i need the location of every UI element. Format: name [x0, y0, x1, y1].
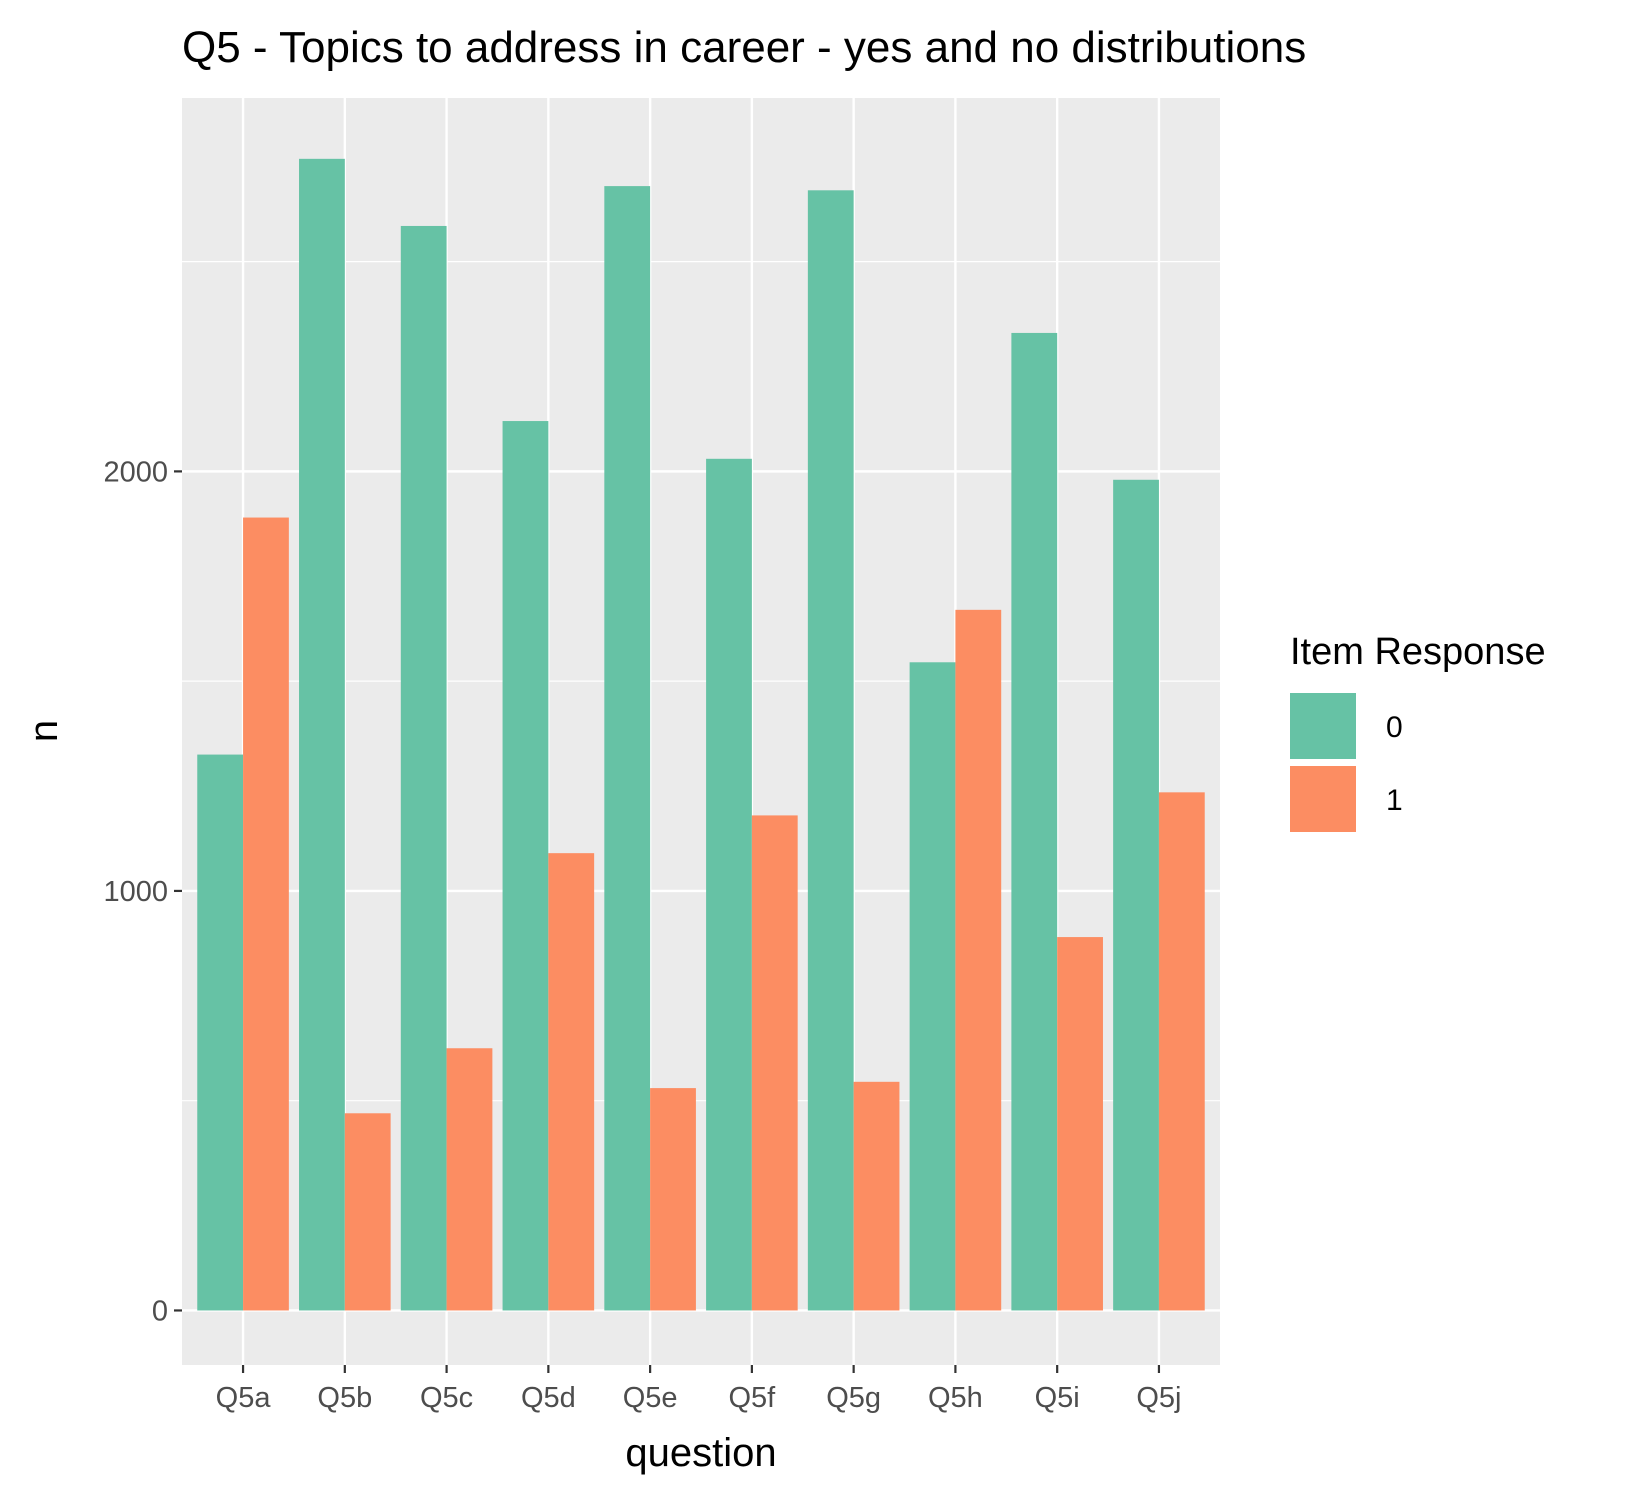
legend-key: [1290, 693, 1356, 759]
x-axis: Q5a Q5b Q5c Q5d Q5e Q5f Q5g Q5h Q5i Q5j: [216, 1365, 1182, 1414]
legend: Item Response 01: [1290, 631, 1546, 832]
x-tick-label: Q5i: [1035, 1382, 1080, 1414]
x-tick-label: Q5a: [216, 1382, 272, 1414]
legend-title: Item Response: [1290, 631, 1546, 673]
bar: [1158, 792, 1205, 1311]
bar: [299, 158, 345, 1311]
x-tick-label: Q5e: [623, 1382, 678, 1414]
x-tick-label: Q5b: [317, 1382, 372, 1414]
bar: [446, 1048, 493, 1311]
bar: [1113, 479, 1159, 1311]
bar: [604, 186, 651, 1311]
bar: [344, 1113, 391, 1311]
bars: [197, 158, 1205, 1311]
y-tick-label: 1000: [103, 876, 168, 908]
bar: [1011, 332, 1058, 1311]
bar: [955, 609, 1002, 1311]
y-axis: 0 1000 2000: [103, 456, 182, 1327]
bar: [502, 421, 549, 1311]
y-tick-label: 2000: [103, 456, 168, 488]
x-tick-label: Q5j: [1136, 1382, 1181, 1414]
bar: [197, 754, 244, 1311]
bar: [548, 853, 595, 1311]
legend-label: 1: [1386, 784, 1403, 817]
bar: [909, 662, 956, 1311]
x-tick-label: Q5d: [521, 1382, 576, 1414]
y-axis-title: n: [22, 720, 66, 742]
bar: [1057, 937, 1103, 1311]
x-axis-title: question: [625, 1431, 776, 1475]
x-tick-label: Q5f: [729, 1382, 777, 1414]
bar: [650, 1088, 696, 1311]
bar: [807, 190, 854, 1311]
bar: [400, 225, 447, 1311]
legend-key: [1290, 766, 1356, 832]
y-tick-label: 0: [152, 1295, 168, 1327]
bar: [243, 517, 289, 1311]
bar: [706, 458, 752, 1311]
x-tick-label: Q5h: [928, 1382, 983, 1414]
x-tick-label: Q5c: [420, 1382, 473, 1414]
x-tick-label: Q5g: [826, 1382, 881, 1414]
bar: [853, 1081, 900, 1311]
legend-label: 0: [1386, 711, 1403, 744]
chart-title: Q5 - Topics to address in career - yes a…: [182, 23, 1306, 72]
bar: [751, 815, 798, 1311]
legend-items: 01: [1290, 693, 1403, 832]
